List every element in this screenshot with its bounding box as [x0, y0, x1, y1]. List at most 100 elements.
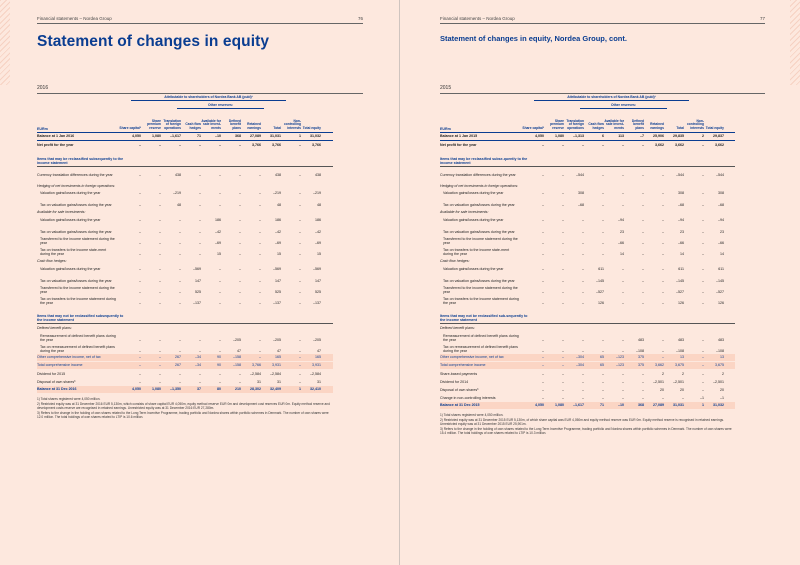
- column-header: Available for sale invest-ments: [604, 118, 624, 131]
- column-header: Retained earnings: [650, 122, 664, 131]
- section-heading: Items that may not be reclassified sub-s…: [440, 306, 735, 324]
- cell-value: –: [542, 289, 544, 294]
- cell-value: –145: [716, 278, 724, 283]
- table-row: Transferred to the income statement duri…: [440, 284, 735, 295]
- table-row: Tax on remeasurement of defined benefit …: [440, 343, 735, 354]
- footnote: 1) Total shares registered were 4,050 mi…: [37, 397, 101, 401]
- row-label: Total comprehensive income: [440, 363, 486, 368]
- cell-value: 32,409: [270, 387, 281, 392]
- cell-value: –: [622, 289, 624, 294]
- cell-value: 90: [217, 355, 221, 360]
- cell-value: –: [259, 172, 261, 177]
- cell-value: –: [542, 240, 544, 245]
- row-label: Transferred to the income statement duri…: [443, 285, 518, 294]
- row-label: Tax on valuation gains/losses during the…: [443, 278, 515, 283]
- cell-value: –: [562, 251, 564, 256]
- column-header: Defined benefit plans: [631, 118, 644, 131]
- cell-value: –: [159, 355, 161, 360]
- cell-value: –: [642, 395, 644, 400]
- cell-value: –: [159, 300, 161, 305]
- cell-value: –1,350: [170, 387, 181, 392]
- cell-value: –: [159, 217, 161, 222]
- cell-value: –: [542, 229, 544, 234]
- cell-value: 4,050: [535, 403, 544, 408]
- section-heading: Items that may not be reclassified subse…: [37, 306, 333, 324]
- cell-value: –: [259, 190, 261, 195]
- cell-value: 48: [177, 202, 181, 207]
- table-row: Other comprehensive income, net of tax – –…: [37, 354, 333, 362]
- cell-value: –: [219, 278, 221, 283]
- row-label: Tax on transfers to the income state-men…: [40, 247, 107, 256]
- cell-value: 375: [638, 355, 644, 360]
- cell-value: –: [622, 278, 624, 283]
- cell-value: –: [159, 142, 161, 147]
- cell-value: –68: [678, 202, 684, 207]
- cell-value: 6: [602, 134, 604, 139]
- cell-value: –: [259, 251, 261, 256]
- row-label: Change in non-controlling interests: [440, 395, 496, 400]
- cell-value: –: [542, 278, 544, 283]
- table-row: Tax on valuation gains/losses during the…: [37, 224, 333, 235]
- cell-value: –: [199, 172, 201, 177]
- row-label: Tax on valuation gains/losses during the…: [443, 229, 515, 234]
- cell-value: –: [662, 278, 664, 283]
- cell-value: –: [562, 363, 564, 368]
- cell-value: –: [622, 202, 624, 207]
- cell-value: –: [562, 142, 564, 147]
- cell-value: 113: [618, 134, 624, 139]
- cell-value: –: [642, 387, 644, 392]
- cell-value: –108: [716, 348, 724, 353]
- cell-value: –: [562, 289, 564, 294]
- cell-value: –: [139, 278, 141, 283]
- cell-value: –: [662, 337, 664, 342]
- table-row: Tax on transfers to the income statement…: [37, 295, 333, 306]
- column-header: Total equity: [302, 126, 321, 131]
- cell-value: 126: [598, 300, 604, 305]
- table-row: Net profit for the year – – – – – – 3,766 3,766 –…: [37, 141, 333, 149]
- cell-value: –: [179, 278, 181, 283]
- cell-value: 1: [299, 134, 301, 139]
- cell-value: –: [622, 379, 624, 384]
- cell-value: 3,766: [252, 142, 261, 147]
- cell-value: 126: [718, 300, 724, 305]
- cell-value: 28,302: [250, 387, 261, 392]
- subsection-heading-label: Available for sale investments:: [37, 209, 86, 214]
- cell-value: 1,080: [152, 134, 161, 139]
- table-row: Balance at 1 Jan 2015 4,050 1,080 –1,313 6 11…: [440, 133, 735, 141]
- left-page: Financial statements – Nordea Group 76 S…: [0, 0, 363, 420]
- cell-value: –: [542, 337, 544, 342]
- cell-value: –: [199, 217, 201, 222]
- cell-value: –: [299, 337, 301, 342]
- cell-value: –: [662, 190, 664, 195]
- cell-value: –569: [193, 266, 201, 271]
- cell-value: 3,766: [272, 142, 281, 147]
- cell-value: 483: [678, 337, 684, 342]
- footnote: 3) Refers to the change in the holding o…: [37, 411, 329, 420]
- cell-value: 32,410: [310, 387, 321, 392]
- cell-value: –: [259, 229, 261, 234]
- table-row: Tax on valuation gains/losses during the…: [37, 273, 333, 284]
- cell-value: –: [239, 202, 241, 207]
- cell-value: –: [702, 371, 704, 376]
- cell-value: –: [239, 190, 241, 195]
- cell-value: 483: [718, 337, 724, 342]
- cell-value: –: [702, 229, 704, 234]
- decorative-hatch: [790, 0, 800, 85]
- cell-value: –: [259, 278, 261, 283]
- subsection-heading-label: Cash flow hedges:: [440, 258, 470, 263]
- section-heading-label: Items that may not be reclassified sub-s…: [440, 313, 528, 322]
- subsection-heading: Available for sale investments:: [440, 208, 735, 216]
- footnotes: 1) Total shares registered were 4,050 mi…: [37, 397, 333, 420]
- table-row: Tax on valuation gains/losses during the…: [440, 273, 735, 284]
- cell-value: –: [702, 300, 704, 305]
- cell-value: –: [219, 266, 221, 271]
- cell-value: 90: [217, 363, 221, 368]
- cell-value: –: [159, 379, 161, 384]
- cell-value: –158: [233, 363, 241, 368]
- cell-value: 47: [277, 348, 281, 353]
- column-header: Total: [676, 126, 684, 131]
- subgroup-header: Other reserves:: [37, 103, 333, 109]
- section-heading-label: Items that may be reclassified subse-que…: [440, 156, 528, 165]
- cell-value: –: [702, 278, 704, 283]
- cell-value: –527: [716, 289, 724, 294]
